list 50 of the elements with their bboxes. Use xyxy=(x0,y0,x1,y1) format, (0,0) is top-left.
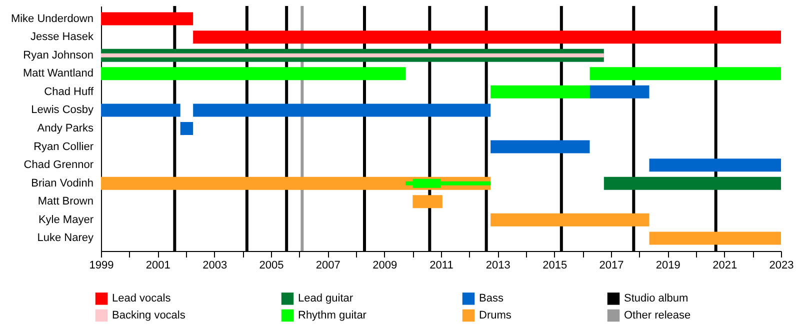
legend-label: Studio album xyxy=(624,292,688,305)
legend-label: Bass xyxy=(479,292,504,305)
x-tick-label: 2009 xyxy=(372,260,398,272)
y-tick-label: Mike Underdown xyxy=(10,12,94,25)
y-tick-label: Ryan Collier xyxy=(34,140,94,153)
bar xyxy=(649,232,781,245)
x-tick-label: 2011 xyxy=(430,260,454,272)
bar xyxy=(412,195,442,208)
y-tick-label: Andy Parks xyxy=(37,122,94,134)
x-tick-label: 2021 xyxy=(712,260,738,272)
y-tick-label: Chad Grennor xyxy=(24,159,94,172)
legend-label: Rhythm guitar xyxy=(298,310,367,322)
bar xyxy=(101,104,180,117)
y-tick-label: Brian Vodinh xyxy=(31,177,94,190)
bar xyxy=(490,213,650,226)
x-tick-label: 2013 xyxy=(486,260,510,272)
x-tick-label: 2003 xyxy=(202,260,228,272)
bar xyxy=(193,104,491,117)
x-tick-label: 2005 xyxy=(259,260,284,272)
y-tick-label: Jesse Hasek xyxy=(30,31,94,44)
x-tick-label: 1999 xyxy=(89,260,114,272)
bar xyxy=(180,122,194,135)
legend-label: Lead guitar xyxy=(298,292,354,305)
bar xyxy=(490,85,590,98)
bar xyxy=(101,176,491,190)
bar xyxy=(604,176,781,190)
bar xyxy=(590,85,650,98)
legend-label: Drums xyxy=(479,310,512,322)
y-tick-label: Ryan Johnson xyxy=(23,49,94,62)
bar xyxy=(490,140,590,154)
y-tick-label: Luke Narey xyxy=(37,232,94,244)
x-tick-label: 2019 xyxy=(656,260,680,272)
legend-label: Other release xyxy=(624,310,691,322)
y-tick-label: Matt Wantland xyxy=(22,68,94,80)
x-tick-label: 2015 xyxy=(542,260,568,272)
x-tick-label: 2023 xyxy=(769,260,794,272)
y-tick-label: Matt Brown xyxy=(38,196,94,208)
legend-label: Backing vocals xyxy=(112,310,186,322)
bar xyxy=(101,12,194,26)
x-tick-label: 2001 xyxy=(146,260,170,272)
y-tick-label: Lewis Cosby xyxy=(31,104,94,116)
bar xyxy=(193,30,781,44)
bar xyxy=(649,158,781,172)
x-tick-label: 2017 xyxy=(599,260,624,272)
bar xyxy=(101,67,406,80)
y-tick-label: Chad Huff xyxy=(44,86,94,98)
y-tick-label: Kyle Mayer xyxy=(38,214,94,226)
x-tick-label: 2007 xyxy=(316,260,340,272)
legend-label: Lead vocals xyxy=(112,292,172,305)
bar xyxy=(101,53,604,58)
